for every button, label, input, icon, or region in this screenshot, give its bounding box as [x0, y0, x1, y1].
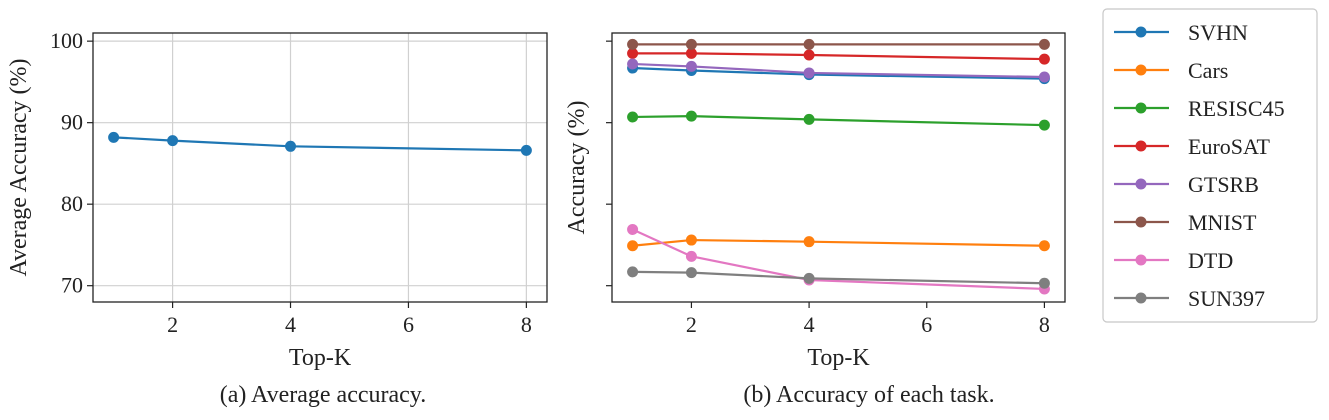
data-point-cars: [803, 236, 815, 248]
data-point-resisc45: [685, 110, 697, 122]
legend-marker: [1135, 292, 1147, 304]
data-point-average: [108, 131, 120, 143]
y-tick-label: 90: [61, 110, 83, 135]
data-point-mnist: [685, 38, 697, 50]
x-tick-label: 8: [1039, 312, 1050, 337]
data-point-eurosat: [685, 47, 697, 59]
data-point-resisc45: [1038, 119, 1050, 131]
panel-task-accuracy: 2 4 6 8 Top-K Accuracy (%): [564, 32, 1066, 371]
data-point-average: [167, 135, 179, 147]
legend-label: EuroSAT: [1188, 134, 1270, 159]
data-point-gtsrb: [685, 60, 697, 72]
legend-item-resisc45: RESISC45: [1114, 96, 1285, 121]
legend-label: SUN397: [1188, 286, 1265, 311]
data-point-resisc45: [627, 111, 639, 123]
data-point-sun397: [1038, 277, 1050, 289]
data-point-cars: [685, 234, 697, 246]
data-point-average: [285, 140, 297, 152]
data-point-mnist: [1038, 38, 1050, 50]
series-line-gtsrb: [632, 62, 1045, 79]
data-point-dtd: [627, 223, 639, 235]
caption-b: (b) Accuracy of each task.: [743, 382, 994, 408]
data-point-cars: [627, 240, 639, 252]
x-tick-label: 6: [921, 312, 932, 337]
legend-item-cars: Cars: [1114, 58, 1228, 83]
data-point-gtsrb: [627, 58, 639, 70]
caption-a: (a) Average accuracy.: [220, 382, 427, 408]
legend-item-sun397: SUN397: [1114, 286, 1265, 311]
legend-marker: [1135, 178, 1147, 190]
data-point-eurosat: [1038, 53, 1050, 65]
legend-label: MNIST: [1188, 210, 1257, 235]
data-point-sun397: [627, 266, 639, 278]
data-point-mnist: [627, 38, 639, 50]
legend-label: Cars: [1188, 58, 1228, 83]
data-point-average: [520, 144, 532, 156]
legend: SVHN Cars RESISC45 EuroSAT GTSRB MNIST DTD SUN3…: [1102, 8, 1318, 323]
legend-item-mnist: MNIST: [1114, 210, 1257, 235]
x-tick-label: 6: [403, 312, 414, 337]
legend-marker: [1135, 140, 1147, 152]
data-point-resisc45: [803, 113, 815, 125]
x-tick-label: 2: [686, 312, 697, 337]
legend-item-svhn: SVHN: [1114, 20, 1248, 45]
series-line-sun397: [632, 270, 1045, 285]
legend-item-eurosat: EuroSAT: [1114, 134, 1270, 159]
x-tick-label: 4: [804, 312, 815, 337]
legend-marker: [1135, 64, 1147, 76]
legend-label: RESISC45: [1188, 96, 1285, 121]
legend-label: GTSRB: [1188, 172, 1259, 197]
series-line-resisc45: [632, 115, 1045, 127]
legend-marker: [1135, 254, 1147, 266]
y-axis-label: Average Accuracy (%): [6, 58, 32, 276]
x-tick-label: 8: [521, 312, 532, 337]
data-point-eurosat: [803, 49, 815, 61]
series-line-eurosat: [632, 52, 1045, 61]
data-point-eurosat: [627, 47, 639, 59]
legend-marker: [1135, 102, 1147, 114]
legend-box: [1102, 8, 1318, 323]
panel-average-accuracy: 2 4 6 8 70 80 90 100 Top-K Average Accuracy (%): [6, 28, 548, 371]
data-point-sun397: [685, 267, 697, 279]
y-tick-label: 80: [61, 191, 83, 216]
legend-item-gtsrb: GTSRB: [1114, 172, 1259, 197]
data-point-gtsrb: [1038, 71, 1050, 83]
data-point-cars: [1038, 240, 1050, 252]
plot-frame: [92, 32, 548, 303]
y-tick-label: 100: [50, 28, 83, 53]
series-line-dtd: [632, 228, 1045, 291]
x-axis-label: Top-K: [289, 345, 352, 371]
plot-frame: [611, 32, 1066, 303]
data-point-mnist: [803, 38, 815, 50]
y-tick-label: 70: [61, 273, 83, 298]
data-point-dtd: [685, 250, 697, 262]
series-line-svhn: [632, 66, 1045, 80]
legend-label: SVHN: [1188, 20, 1248, 45]
x-axis-label: Top-K: [807, 345, 870, 371]
legend-marker: [1135, 216, 1147, 228]
x-tick-label: 2: [167, 312, 178, 337]
data-point-sun397: [803, 272, 815, 284]
legend-marker: [1135, 26, 1147, 38]
x-tick-label: 4: [285, 312, 296, 337]
legend-label: DTD: [1188, 248, 1233, 273]
y-axis-label: Accuracy (%): [564, 101, 590, 235]
legend-item-dtd: DTD: [1114, 248, 1233, 273]
data-point-gtsrb: [803, 67, 815, 79]
series-line-average: [113, 136, 527, 152]
